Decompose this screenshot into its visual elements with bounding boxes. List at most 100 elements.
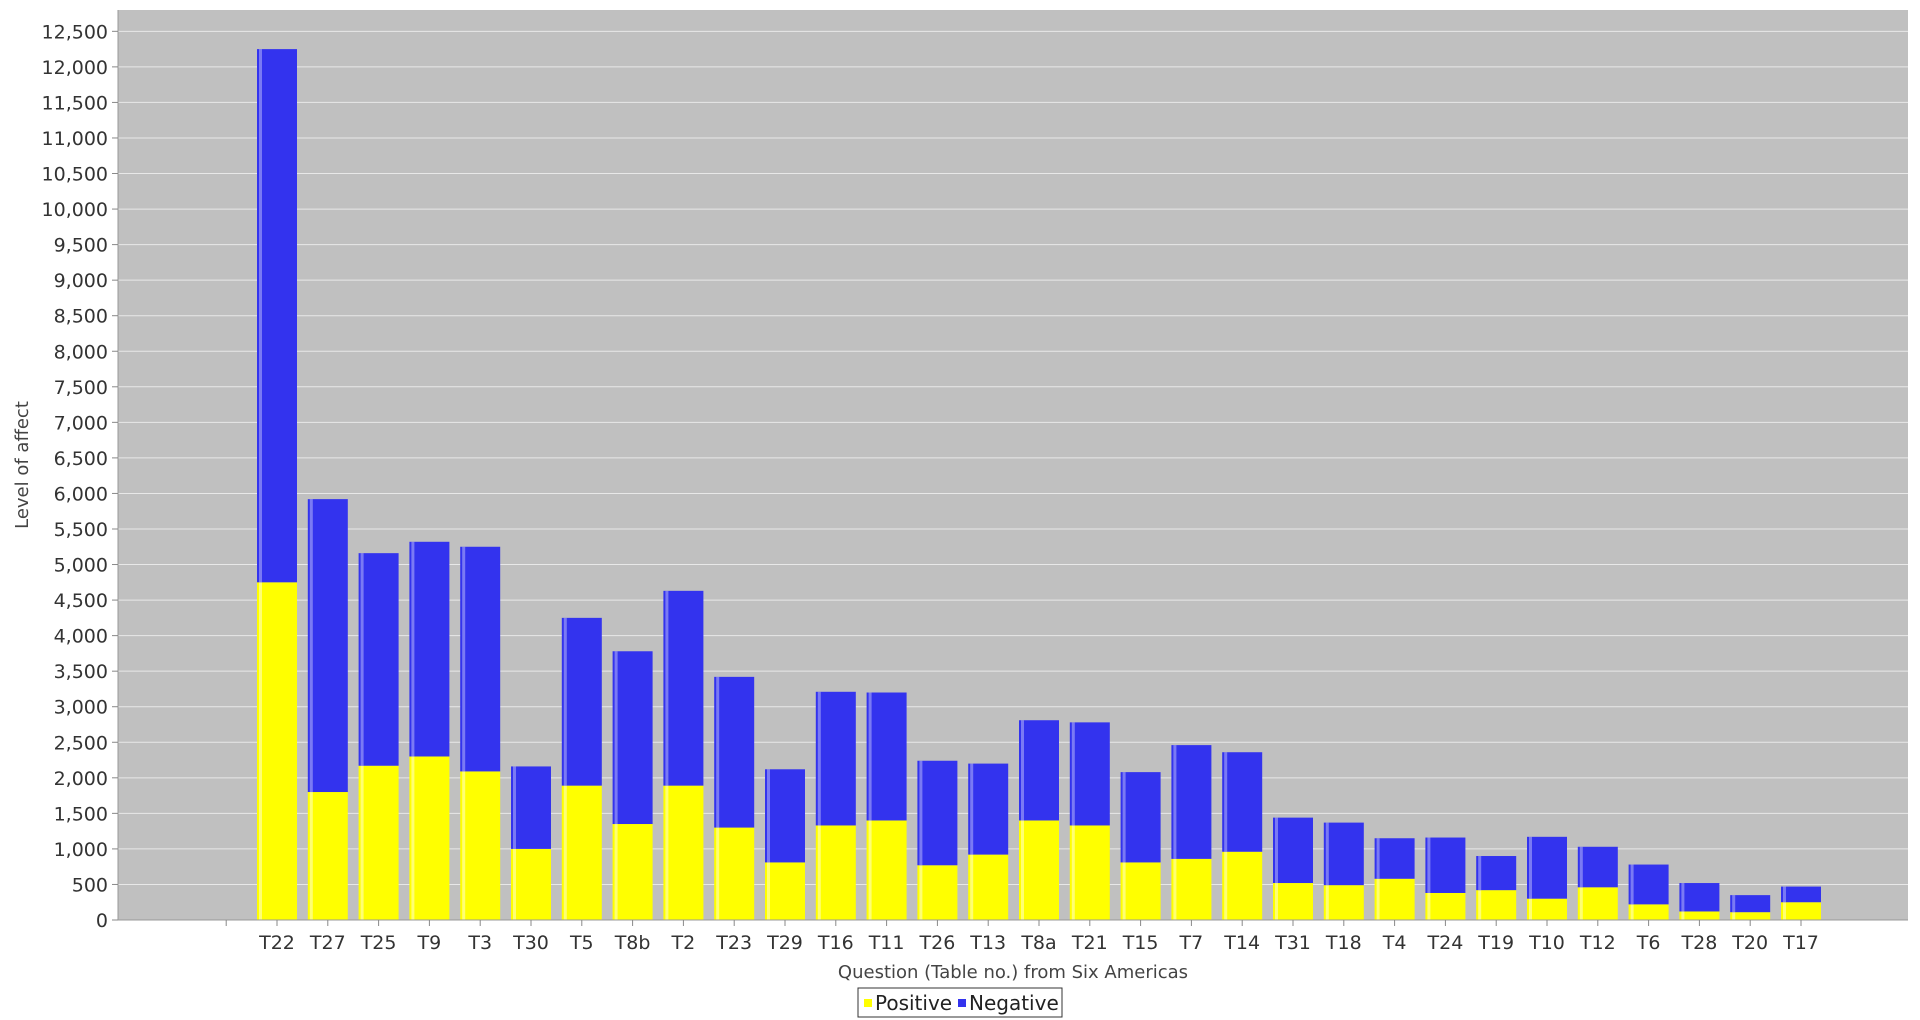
- x-tick-label: T14: [1223, 932, 1260, 954]
- bar-highlight: [614, 651, 618, 825]
- bar-highlight: [1325, 822, 1329, 886]
- bar-negative-t10: [1527, 836, 1567, 899]
- bar-highlight: [868, 820, 872, 920]
- x-tick-label: T8b: [614, 932, 651, 954]
- x-tick-label: T26: [919, 932, 956, 954]
- y-tick-label: 10,500: [42, 164, 108, 186]
- bar-positive-t24: [1425, 892, 1466, 920]
- bar-positive-t15: [1120, 862, 1161, 920]
- bar-highlight: [1021, 720, 1024, 821]
- y-tick-label: 11,000: [42, 128, 108, 150]
- bar-highlight: [1071, 825, 1075, 920]
- bar-highlight: [360, 553, 364, 766]
- y-tick-label: 12,000: [42, 57, 108, 79]
- bar-positive-t21: [1069, 825, 1110, 920]
- x-tick-label: T3: [467, 932, 492, 954]
- bar-negative-t19: [1476, 856, 1517, 891]
- bar-highlight: [1376, 838, 1380, 879]
- y-tick-label: 8,500: [54, 306, 108, 328]
- y-tick-label: 6,500: [54, 448, 108, 470]
- bar-highlight: [665, 590, 669, 786]
- y-tick-label: 4,000: [54, 626, 108, 648]
- bar-highlight: [1478, 856, 1482, 891]
- x-tick-label: T22: [258, 932, 295, 954]
- bar-highlight: [309, 792, 313, 920]
- x-tick-label: T27: [309, 932, 346, 954]
- y-tick-label: 7,500: [54, 377, 108, 399]
- y-axis-title: Level of affect: [12, 401, 33, 529]
- bar-highlight: [1579, 846, 1583, 888]
- y-tick-label: 12,500: [42, 21, 108, 43]
- x-tick-label: T23: [715, 932, 752, 954]
- y-tick-label: 11,500: [42, 92, 108, 114]
- bar-highlight: [1681, 883, 1685, 912]
- bar-positive-t29: [765, 862, 805, 920]
- bar-positive-t26: [917, 865, 958, 920]
- x-tick-label: T25: [360, 932, 397, 954]
- bar-negative-t6: [1628, 864, 1669, 905]
- x-tick-label: T16: [817, 932, 854, 954]
- bar-highlight: [462, 771, 466, 920]
- bar-highlight: [1173, 858, 1177, 920]
- y-tick-label: 10,000: [42, 199, 108, 221]
- bar-positive-t8b: [612, 824, 653, 920]
- y-tick-label: 2,000: [54, 768, 108, 790]
- x-tick-label: T6: [1636, 932, 1661, 954]
- bar-highlight: [1579, 887, 1583, 920]
- bar-positive-t18: [1323, 885, 1364, 920]
- x-tick-label: T19: [1477, 932, 1514, 954]
- bar-highlight: [1732, 895, 1736, 913]
- x-tick-label: T8a: [1020, 932, 1056, 954]
- x-tick-label: T29: [766, 932, 803, 954]
- bar-highlight: [1630, 864, 1634, 905]
- bar-positive-t5: [561, 785, 602, 920]
- bar-highlight: [1732, 912, 1736, 920]
- bar-highlight: [817, 691, 821, 826]
- x-tick-label: T13: [969, 932, 1006, 954]
- bar-highlight: [1071, 722, 1075, 826]
- bar-highlight: [1021, 820, 1024, 920]
- bar-negative-t4: [1374, 838, 1415, 879]
- bar-highlight: [716, 827, 720, 920]
- x-tick-label: T5: [569, 932, 594, 954]
- bar-positive-t2: [663, 785, 704, 920]
- bar-highlight: [563, 617, 567, 786]
- bar-highlight: [1529, 898, 1532, 920]
- bar-highlight: [970, 854, 974, 920]
- bar-highlight: [1325, 885, 1329, 920]
- bar-negative-t28: [1679, 883, 1720, 912]
- bar-positive-t11: [866, 820, 907, 920]
- bar-highlight: [259, 49, 262, 583]
- bar-positive-t22: [257, 582, 297, 920]
- y-tick-label: 6,000: [54, 483, 108, 505]
- x-tick-label: T11: [868, 932, 905, 954]
- bar-negative-t16: [815, 691, 856, 826]
- bar-positive-t4: [1374, 878, 1415, 920]
- bar-positive-t7: [1171, 858, 1212, 920]
- bar-negative-t21: [1069, 722, 1110, 826]
- x-axis-title: Question (Table no.) from Six Americas: [838, 962, 1188, 983]
- bar-positive-t19: [1476, 890, 1517, 920]
- bar-highlight: [259, 582, 262, 920]
- bar-highlight: [360, 765, 364, 920]
- y-tick-label: 3,500: [54, 661, 108, 683]
- bar-negative-t24: [1425, 837, 1466, 893]
- x-tick-label: T10: [1528, 932, 1565, 954]
- bar-negative-t12: [1577, 846, 1618, 888]
- bar-positive-t8a: [1019, 820, 1059, 920]
- x-tick-label: T31: [1274, 932, 1311, 954]
- x-tick-label: T24: [1427, 932, 1464, 954]
- y-tick-label: 500: [72, 874, 108, 896]
- bar-positive-t31: [1273, 883, 1313, 920]
- bar-highlight: [1427, 837, 1431, 893]
- bar-positive-t17: [1781, 902, 1821, 920]
- bar-positive-t14: [1222, 851, 1263, 920]
- bar-negative-t9: [409, 541, 450, 757]
- bar-negative-t15: [1120, 772, 1161, 863]
- bar-positive-t6: [1628, 904, 1669, 920]
- x-axis-ticks: T22 T27 T25 T9 T3 T30 T5 T8b T2 T23 T29 T16 T11 T26 T1…: [225, 920, 1819, 954]
- x-tick-label: T20: [1731, 932, 1768, 954]
- x-tick-label: T30: [512, 932, 549, 954]
- legend-swatch-positive: [864, 999, 872, 1007]
